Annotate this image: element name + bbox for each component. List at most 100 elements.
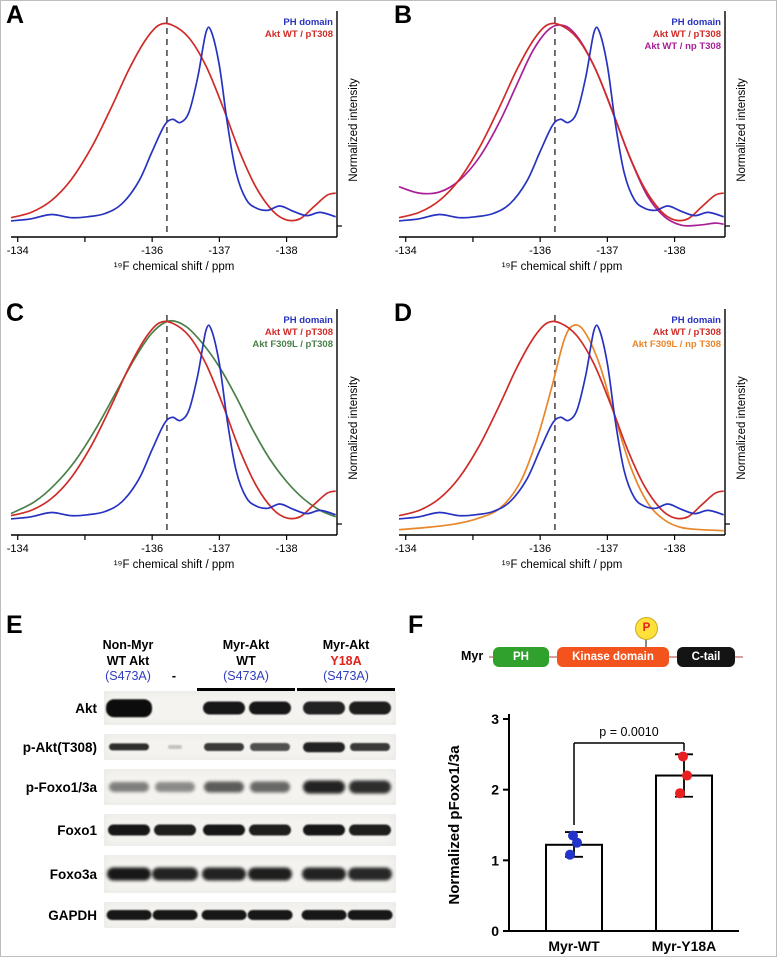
blot-band	[350, 743, 390, 751]
blot-band	[108, 824, 150, 836]
panel-letter-A: A	[6, 1, 25, 29]
blot-row: p-Akt(T308)	[7, 734, 403, 760]
x-tick-label: -137	[596, 245, 618, 257]
x-tick-label: -136	[529, 543, 551, 555]
blot-band	[248, 867, 292, 881]
blot-band	[109, 743, 149, 751]
myr-label: Myr	[461, 649, 484, 663]
x-tick-label: -134	[395, 543, 417, 555]
bar-Myr-Y18A	[655, 774, 713, 932]
curve-wt_p	[398, 22, 724, 222]
blot-band	[152, 867, 198, 881]
legend-entry: Akt WT / pT308	[653, 327, 721, 338]
blot-band	[249, 701, 291, 715]
p-value-label: p = 0.0010	[599, 725, 658, 739]
blot-row: Akt	[7, 691, 403, 725]
blot-band	[203, 824, 245, 836]
akt-domain-schematic: Myr PH Kinase domain C-tail P	[461, 617, 751, 673]
phospho-p-icon: P	[635, 617, 658, 640]
blot-band	[249, 824, 291, 836]
nmr-plot-D: -134 -136 -137 -138 ¹⁹F chemical shift / ppm…	[395, 309, 748, 571]
x-axis-label: ¹⁹F chemical shift / ppm	[114, 261, 235, 273]
lane-group-underline	[197, 688, 295, 691]
blot-band	[303, 780, 345, 794]
lane-group-label-line: WT	[236, 653, 256, 668]
lane-group-label-line: WT Akt	[106, 653, 150, 668]
legend-entry: Akt F309L / np T308	[632, 339, 721, 350]
panel-F: F Myr PH Kinase domain C-tail P 0 1 2 3 Norm…	[403, 611, 776, 956]
blot-band	[250, 781, 290, 793]
blot-band	[247, 910, 293, 920]
blot-row: p-Foxo1/3a	[7, 769, 403, 805]
legend-entry: Akt WT / pT308	[265, 327, 333, 338]
data-point	[565, 849, 575, 860]
legend-entry: PH domain	[283, 315, 333, 326]
x-axis-label: ¹⁹F chemical shift / ppm	[502, 559, 623, 571]
lane-group-label: Myr-Akt WT (S473A)	[223, 638, 270, 685]
data-point	[675, 788, 685, 799]
curve-wt_p	[10, 320, 336, 520]
x-tick-label: -138	[276, 543, 298, 555]
nmr-grid: A -134 -136 -137 -138 ¹⁹F chemical shift / p…	[1, 1, 776, 597]
nmr-plot-A: -134 -136 -137 -138 ¹⁹F chemical shift / ppm…	[7, 11, 360, 273]
blot-row: GAPDH	[7, 902, 403, 928]
bottom-row: E Non-Myr WT Akt (S473A) - Myr-Akt WT (S473A) M…	[1, 611, 776, 956]
blot-band	[106, 699, 152, 717]
blot-band	[250, 743, 290, 751]
blot-band	[107, 867, 151, 881]
blot-band	[347, 910, 393, 920]
x-axis-label: ¹⁹F chemical shift / ppm	[502, 261, 623, 273]
legend-entry: Akt WT / pT308	[653, 29, 721, 40]
x-axis-label: ¹⁹F chemical shift / ppm	[114, 559, 235, 571]
lane-group-label-line: (S473A)	[323, 669, 369, 684]
curve-wt_p	[10, 22, 336, 222]
curve-ph	[10, 26, 336, 222]
curve-ph	[398, 324, 724, 520]
blot-row-label: p-Foxo1/3a	[25, 779, 97, 795]
ctail-domain-box: C-tail	[677, 647, 735, 667]
blot-band	[109, 782, 149, 792]
y-tick-label: 2	[491, 782, 499, 798]
curve-f309l_p	[10, 319, 337, 518]
bar-chart: 0 1 2 3 Normalized pFoxo1/3a Myr-WT Myr-Y18A p …	[446, 711, 739, 954]
panel-A: A -134 -136 -137 -138 ¹⁹F chemical shift / p…	[1, 1, 389, 299]
blot-band	[303, 824, 345, 836]
x-tick-label: -134	[395, 245, 417, 257]
blot-row-label: p-Akt(T308)	[22, 739, 97, 755]
blot-strip	[104, 855, 396, 893]
blot-row-label: GAPDH	[48, 907, 97, 923]
phospho-stem	[645, 633, 647, 647]
x-tick-label: -138	[664, 245, 686, 257]
panel-letter-E: E	[6, 611, 23, 639]
blot-row-label: Akt	[75, 700, 97, 716]
blot-band	[204, 781, 244, 793]
data-point	[568, 830, 578, 841]
x-tick-label: -134	[7, 543, 29, 555]
x-tick-label: -136	[141, 245, 163, 257]
y-axis-label: Normalized pFoxo1/3a	[446, 745, 463, 905]
blot-row: Foxo1	[7, 814, 403, 846]
lane-group-label-line: Non-Myr	[102, 638, 154, 653]
legend-entry: PH domain	[671, 315, 721, 326]
y-axis-label: Normalized intensity	[348, 78, 360, 182]
y-tick-label: 1	[491, 852, 499, 868]
blot-band	[106, 910, 152, 920]
nmr-plot-C: -134 -136 -137 -138 ¹⁹F chemical shift / ppm…	[7, 309, 360, 571]
panel-letter-B: B	[394, 1, 413, 29]
lane-group-label-line: (S473A)	[223, 669, 269, 684]
x-tick-label: -137	[208, 543, 230, 555]
blot-band	[168, 745, 182, 749]
x-tick-label: -136	[529, 245, 551, 257]
x-tick-label: -138	[276, 245, 298, 257]
x-tick-label: -136	[141, 543, 163, 555]
lane-group-label-line: Y18A	[330, 653, 362, 668]
lane-group-label-line: Myr-Akt	[322, 638, 370, 653]
x-tick-label: -138	[664, 543, 686, 555]
curve-wt_p	[398, 320, 724, 520]
curve-wt_np	[398, 24, 724, 227]
blot-row-label: Foxo1	[57, 822, 97, 838]
lane-group-underline	[297, 688, 395, 691]
blot-rows: Akt p-Akt(T308) p-Foxo1/3a Foxo1 Foxo3a GAPDH	[7, 691, 403, 928]
legend-entry: Akt WT / pT308	[265, 29, 333, 40]
